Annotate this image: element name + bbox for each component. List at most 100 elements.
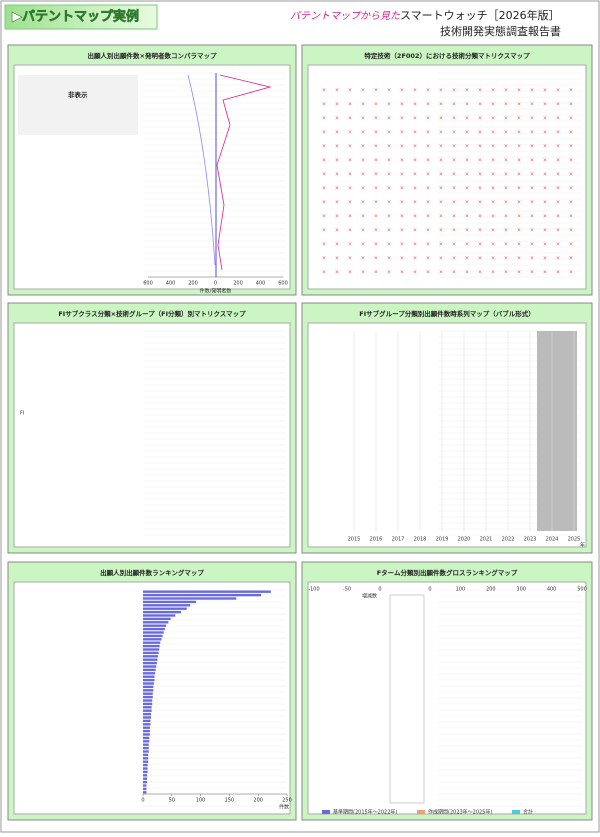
- bar: [143, 590, 271, 593]
- x-tick-label: 2017: [392, 537, 405, 543]
- axis-label: 件数/発明者数: [200, 288, 232, 295]
- matrix-cross: ×: [322, 116, 326, 122]
- matrix-cross: ×: [374, 186, 378, 192]
- matrix-cross: ×: [517, 200, 521, 206]
- bar: [143, 672, 156, 675]
- header-box: [4, 4, 158, 30]
- panel-title: FIサブグループ分類別出願件数時系列マップ（バブル形式）: [359, 309, 534, 318]
- matrix-cross: ×: [413, 88, 417, 94]
- bar: [143, 685, 154, 689]
- matrix-cross: ×: [530, 158, 534, 164]
- matrix-cross: ×: [387, 144, 391, 150]
- matrix-cross: ×: [322, 172, 326, 178]
- matrix-cross: ×: [400, 88, 404, 94]
- bar: [143, 706, 152, 709]
- matrix-cross: ×: [569, 88, 573, 94]
- matrix-cross: ×: [439, 172, 443, 178]
- bar: [143, 638, 162, 641]
- matrix-cross: ×: [556, 270, 560, 276]
- matrix-cross: ×: [517, 102, 521, 108]
- x-tick-label: 0: [428, 587, 431, 593]
- bar: [143, 736, 150, 740]
- matrix-cross: ×: [465, 228, 469, 234]
- legend-swatch: [322, 810, 330, 814]
- bar: [143, 627, 165, 631]
- matrix-cross: ×: [465, 88, 469, 94]
- matrix-cross: ×: [413, 172, 417, 178]
- matrix-cross: ×: [387, 88, 391, 94]
- matrix-cross: ×: [426, 130, 430, 136]
- matrix-cross: ×: [348, 214, 352, 220]
- matrix-cross: ×: [387, 200, 391, 206]
- bar: [143, 784, 147, 787]
- matrix-cross: ×: [374, 88, 378, 94]
- bar: [143, 740, 150, 743]
- matrix-cross: ×: [478, 256, 482, 262]
- matrix-cross: ×: [452, 88, 456, 94]
- x-tick-label: 600: [143, 281, 153, 287]
- matrix-cross: ×: [426, 242, 430, 248]
- matrix-cross: ×: [530, 256, 534, 262]
- matrix-cross: ×: [374, 242, 378, 248]
- header-lead: パテントマップから見た: [290, 10, 401, 22]
- bar: [143, 753, 149, 757]
- matrix-cross: ×: [413, 270, 417, 276]
- matrix-cross: ×: [413, 130, 417, 136]
- matrix-cross: ×: [374, 256, 378, 262]
- matrix-cross: ×: [413, 186, 417, 192]
- matrix-cross: ×: [400, 102, 404, 108]
- matrix-cross: ×: [335, 242, 339, 248]
- matrix-cross: ×: [374, 102, 378, 108]
- legend-label: 基準期間(2015年～2022年): [333, 809, 397, 816]
- matrix-cross: ×: [387, 228, 391, 234]
- matrix-cross: ×: [569, 116, 573, 122]
- bar: [143, 600, 196, 604]
- matrix-cross: ×: [335, 214, 339, 220]
- matrix-cross: ×: [569, 256, 573, 262]
- matrix-cross: ×: [413, 200, 417, 206]
- matrix-cross: ×: [426, 228, 430, 234]
- x-tick-label: 200: [253, 798, 263, 804]
- matrix-cross: ×: [556, 130, 560, 136]
- matrix-cross: ×: [491, 200, 495, 206]
- axis-label: FI: [20, 411, 24, 417]
- matrix-cross: ×: [413, 228, 417, 234]
- matrix-cross: ×: [543, 214, 547, 220]
- bar: [143, 617, 171, 621]
- bar: [143, 777, 148, 780]
- matrix-cross: ×: [517, 130, 521, 136]
- matrix-cross: ×: [361, 130, 365, 136]
- matrix-cross: ×: [569, 214, 573, 220]
- x-tick-label: 100: [196, 798, 206, 804]
- matrix-cross: ×: [400, 144, 404, 150]
- matrix-cross: ×: [374, 116, 378, 122]
- bar: [143, 644, 160, 648]
- matrix-cross: ×: [426, 256, 430, 262]
- matrix-cross: ×: [452, 214, 456, 220]
- matrix-cross: ×: [452, 186, 456, 192]
- matrix-cross: ×: [348, 88, 352, 94]
- matrix-cross: ×: [452, 158, 456, 164]
- header-title: スマートウォッチ［2026年版］: [400, 8, 560, 22]
- matrix-cross: ×: [569, 102, 573, 108]
- matrix-cross: ×: [387, 102, 391, 108]
- matrix-cross: ×: [322, 144, 326, 150]
- legend-swatch: [512, 810, 520, 814]
- panel-title: FIサブクラス分類×技術グループ（FI分類）別マトリクスマップ: [58, 309, 246, 318]
- matrix-cross: ×: [426, 116, 430, 122]
- matrix-cross: ×: [465, 242, 469, 248]
- x-tick-label: -100: [308, 587, 319, 593]
- matrix-cross: ×: [504, 144, 508, 150]
- matrix-cross: ×: [478, 88, 482, 94]
- matrix-cross: ×: [374, 130, 378, 136]
- matrix-cross: ×: [556, 88, 560, 94]
- matrix-cross: ×: [491, 186, 495, 192]
- matrix-cross: ×: [426, 214, 430, 220]
- matrix-cross: ×: [491, 116, 495, 122]
- matrix-cross: ×: [556, 186, 560, 192]
- matrix-cross: ×: [478, 186, 482, 192]
- matrix-cross: ×: [335, 144, 339, 150]
- x-tick-label: 2015: [348, 537, 361, 543]
- matrix-cross: ×: [400, 256, 404, 262]
